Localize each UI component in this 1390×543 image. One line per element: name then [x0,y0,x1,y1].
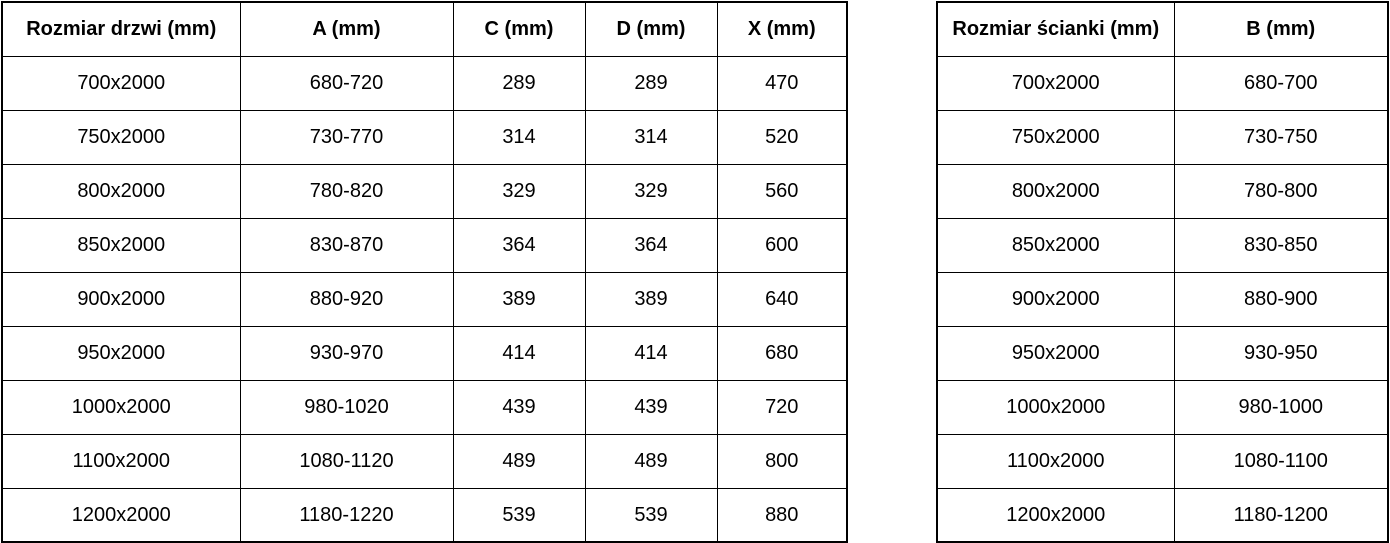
table-cell: 560 [716,163,848,219]
table-cell: 750x2000 [1,109,241,165]
table-cell: 900x2000 [1,271,241,327]
header-c-mm: C (mm) [452,1,586,57]
table-cell: 364 [584,217,718,273]
header-wall-size: Rozmiar ścianki (mm) [936,1,1175,57]
table-row: 1200x2000 1180-1200 [936,487,1389,543]
table-cell: 950x2000 [936,325,1175,381]
wall-dimensions-table: Rozmiar ścianki (mm) B (mm) 700x2000 680-… [936,1,1389,543]
table-cell: 730-770 [239,109,454,165]
table-cell: 389 [452,271,586,327]
table-cell: 980-1000 [1173,379,1389,435]
table-cell: 850x2000 [936,217,1175,273]
table-cell: 1000x2000 [936,379,1175,435]
table-row: 1200x2000 1180-1220 539 539 880 [1,487,848,543]
table-cell: 520 [716,109,848,165]
table-cell: 289 [584,55,718,111]
table-cell: 539 [584,487,718,543]
table-cell: 329 [452,163,586,219]
table-row: 700x2000 680-720 289 289 470 [1,55,848,111]
table-row: 800x2000 780-800 [936,163,1389,219]
door-table-body: 700x2000 680-720 289 289 470 750x2000 730-770 3… [1,55,848,543]
table-cell: 800x2000 [936,163,1175,219]
table-row: 1100x2000 1080-1120 489 489 800 [1,433,848,489]
table-cell: 750x2000 [936,109,1175,165]
table-row: 950x2000 930-950 [936,325,1389,381]
table-row: 900x2000 880-920 389 389 640 [1,271,848,327]
table-cell: 439 [452,379,586,435]
table-cell: 439 [584,379,718,435]
table-cell: 329 [584,163,718,219]
table-row: 900x2000 880-900 [936,271,1389,327]
table-cell: 1200x2000 [936,487,1175,543]
table-cell: 720 [716,379,848,435]
table-row: 750x2000 730-770 314 314 520 [1,109,848,165]
table-cell: 539 [452,487,586,543]
header-b-mm: B (mm) [1173,1,1389,57]
table-cell: 1080-1100 [1173,433,1389,489]
table-cell: 900x2000 [936,271,1175,327]
table-cell: 640 [716,271,848,327]
table-row: 950x2000 930-970 414 414 680 [1,325,848,381]
table-row: 850x2000 830-870 364 364 600 [1,217,848,273]
table-row: 850x2000 830-850 [936,217,1389,273]
table-cell: 800 [716,433,848,489]
table-cell: 850x2000 [1,217,241,273]
table-cell: 1000x2000 [1,379,241,435]
table-header-row: Rozmiar ścianki (mm) B (mm) [936,1,1389,57]
table-row: 1000x2000 980-1000 [936,379,1389,435]
table-row: 700x2000 680-700 [936,55,1389,111]
table-row: 1100x2000 1080-1100 [936,433,1389,489]
table-cell: 470 [716,55,848,111]
table-cell: 1180-1200 [1173,487,1389,543]
table-cell: 414 [452,325,586,381]
table-cell: 1080-1120 [239,433,454,489]
table-cell: 800x2000 [1,163,241,219]
table-cell: 314 [584,109,718,165]
table-cell: 700x2000 [1,55,241,111]
table-cell: 980-1020 [239,379,454,435]
header-door-size: Rozmiar drzwi (mm) [1,1,241,57]
table-cell: 930-950 [1173,325,1389,381]
table-cell: 489 [452,433,586,489]
table-cell: 414 [584,325,718,381]
table-cell: 1180-1220 [239,487,454,543]
table-cell: 680-720 [239,55,454,111]
table-cell: 880-900 [1173,271,1389,327]
table-cell: 950x2000 [1,325,241,381]
table-cell: 780-820 [239,163,454,219]
table-cell: 830-850 [1173,217,1389,273]
table-row: 800x2000 780-820 329 329 560 [1,163,848,219]
table-cell: 730-750 [1173,109,1389,165]
table-cell: 880 [716,487,848,543]
table-cell: 489 [584,433,718,489]
table-cell: 680 [716,325,848,381]
table-cell: 314 [452,109,586,165]
table-cell: 1100x2000 [1,433,241,489]
header-a-mm: A (mm) [239,1,454,57]
table-cell: 600 [716,217,848,273]
wall-table-body: 700x2000 680-700 750x2000 730-750 800x2000 78… [936,55,1389,543]
table-cell: 700x2000 [936,55,1175,111]
table-cell: 830-870 [239,217,454,273]
table-cell: 389 [584,271,718,327]
table-cell: 880-920 [239,271,454,327]
table-row: 750x2000 730-750 [936,109,1389,165]
table-cell: 1200x2000 [1,487,241,543]
table-header-row: Rozmiar drzwi (mm) A (mm) C (mm) D (mm) … [1,1,848,57]
table-cell: 930-970 [239,325,454,381]
door-dimensions-table: Rozmiar drzwi (mm) A (mm) C (mm) D (mm) … [1,1,848,543]
table-cell: 780-800 [1173,163,1389,219]
table-cell: 364 [452,217,586,273]
table-row: 1000x2000 980-1020 439 439 720 [1,379,848,435]
table-cell: 1100x2000 [936,433,1175,489]
table-cell: 289 [452,55,586,111]
header-d-mm: D (mm) [584,1,718,57]
header-x-mm: X (mm) [716,1,848,57]
table-cell: 680-700 [1173,55,1389,111]
